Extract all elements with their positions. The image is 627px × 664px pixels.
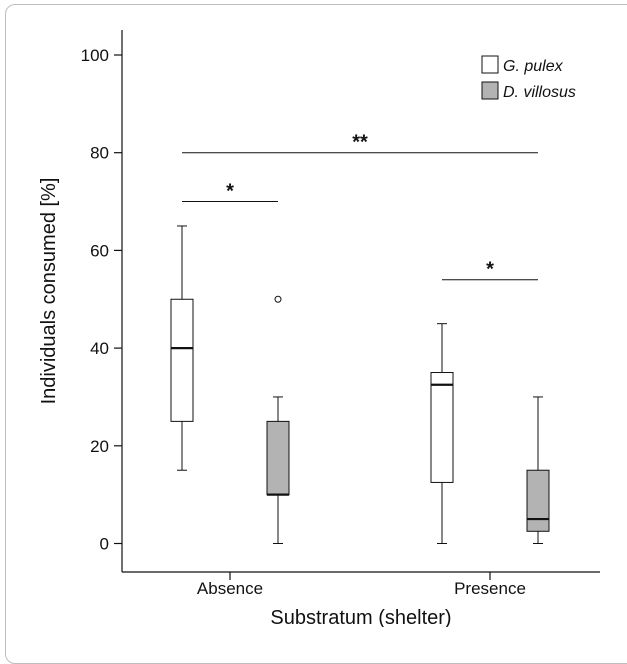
legend-label: G. pulex bbox=[503, 58, 564, 75]
y-tick-label: 0 bbox=[100, 535, 109, 554]
x-axis-title: Substratum (shelter) bbox=[270, 607, 451, 627]
box-dvillosus-absence-iqr-box bbox=[266, 420, 290, 496]
significance-marker: * bbox=[486, 259, 494, 281]
y-tick-label: 20 bbox=[90, 437, 109, 456]
legend-swatch bbox=[481, 55, 499, 74]
y-tick-label: 100 bbox=[81, 46, 109, 65]
legend-swatch bbox=[481, 81, 499, 100]
box-dvillosus-absence-outlier-point bbox=[274, 295, 282, 303]
x-tick-label-presence: Presence bbox=[454, 579, 526, 598]
y-tick-label: 80 bbox=[90, 144, 109, 163]
box-gpulex-absence-iqr-box bbox=[170, 298, 194, 422]
y-tick-label: 60 bbox=[90, 241, 109, 260]
y-tick-label: 40 bbox=[90, 339, 109, 358]
x-tick-label-absence: Absence bbox=[197, 579, 263, 598]
significance-marker: ** bbox=[352, 132, 368, 154]
y-axis-title: Individuals consumed [%] bbox=[38, 178, 60, 405]
significance-marker: * bbox=[226, 181, 234, 203]
box-plot-chart: 0 20 40 60 80 100 Absence Presence Individuals c… bbox=[38, 30, 600, 627]
legend-label: D. villosus bbox=[503, 84, 576, 101]
box-dvillosus-presence-iqr-box bbox=[526, 469, 550, 532]
box-gpulex-presence-iqr-box bbox=[430, 372, 454, 483]
